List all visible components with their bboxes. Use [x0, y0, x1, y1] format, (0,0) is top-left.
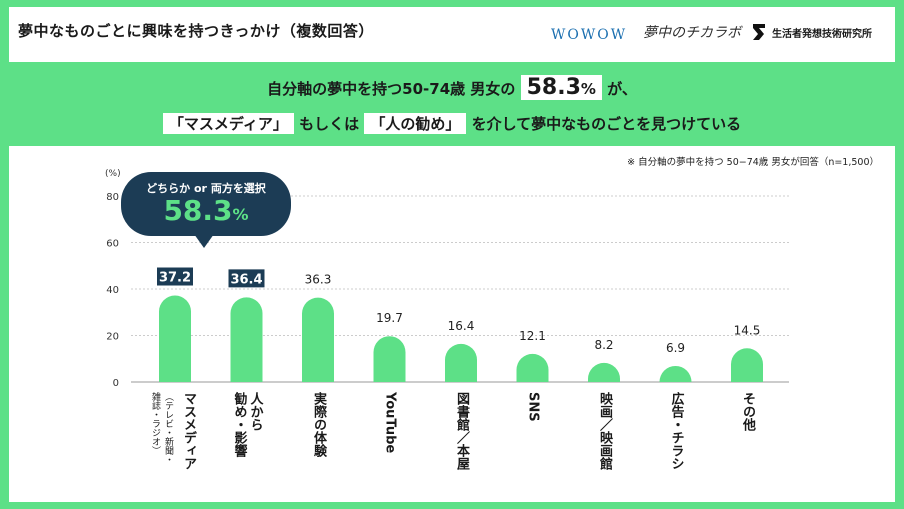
page-title: 夢中なものごとに興味を持つきっかけ（複数回答） — [18, 22, 374, 40]
x-tick-label: その他 — [740, 392, 755, 431]
x-tick-label: 実際の体験 — [311, 392, 326, 457]
headline-tag-recommendation: 「人の勧め」 — [364, 113, 467, 134]
callout-value-unit: % — [232, 205, 249, 224]
x-tick-label: 広告・チラシ — [668, 392, 684, 470]
headline-line-1: 自分軸の夢中を持つ50-74歳 男女の 58.3% が、 — [0, 75, 904, 100]
headline-value: 58.3 — [526, 75, 581, 100]
x-tick-label: YouTube — [382, 392, 398, 454]
bar — [159, 295, 191, 382]
value-label-highlight-bg — [228, 269, 265, 288]
bar — [373, 336, 406, 382]
hakuhodo-mark-icon — [753, 24, 765, 40]
value-label-highlight-bg — [157, 267, 193, 286]
y-tick-label: 80 — [106, 192, 119, 203]
value-label: 19.7 — [376, 311, 403, 325]
callout-bubble: どちらか or 両方を選択 58.3% — [121, 172, 291, 236]
bar — [516, 353, 549, 382]
wowow-logo: WOWOW — [551, 27, 628, 43]
headline-tag-mass-media: 「マスメディア」 — [162, 113, 294, 134]
muchuu-lab-logo: 夢中のチカラボ — [643, 22, 741, 42]
headline-line-2-mid: もしくは — [299, 115, 360, 133]
callout-tail — [194, 234, 214, 248]
value-label: 12.1 — [519, 329, 546, 343]
x-tick-label: マスメディア — [181, 392, 196, 470]
bar — [445, 343, 477, 382]
value-label: 36.4 — [230, 272, 262, 287]
chart-footnote: ※ 自分軸の夢中を持つ 50−74歳 男女が回答（n=1,500） — [627, 157, 879, 168]
headline-line-1-pre: 自分軸の夢中を持つ50-74歳 男女の — [267, 80, 516, 98]
y-tick-label: 40 — [106, 285, 119, 296]
x-tick-label: 図書館／本屋 — [454, 392, 469, 470]
x-tick-label: 勧め・影響 — [231, 392, 247, 457]
callout-label: どちらか or 両方を選択 — [146, 182, 266, 195]
value-label: 8.2 — [594, 338, 613, 352]
headline-highlight-value: 58.3% — [520, 75, 602, 100]
headline-unit: % — [580, 80, 596, 98]
y-tick-label: 20 — [106, 332, 119, 343]
value-label: 36.3 — [305, 273, 332, 287]
hakuhodo-logo: 生活者発想技術研究所 — [750, 22, 872, 42]
y-tick-label: 0 — [113, 378, 119, 389]
value-label: 16.4 — [448, 319, 475, 333]
value-label: 37.2 — [159, 271, 191, 286]
header-panel — [9, 7, 895, 62]
bar — [302, 297, 334, 382]
y-tick-label: 60 — [106, 239, 119, 250]
x-tick-label: 人から — [247, 392, 263, 431]
value-label: 14.5 — [734, 323, 761, 337]
headline-line-2-post: を介して夢中なものごとを見つけている — [471, 115, 742, 133]
value-label: 6.9 — [666, 341, 685, 355]
callout-value-number: 58.3 — [163, 194, 233, 227]
muchuu-lab-logo-text: 夢中のチカラボ — [643, 25, 741, 41]
x-tick-label: SNS — [525, 392, 541, 422]
chart-panel: ※ 自分軸の夢中を持つ 50−74歳 男女が回答（n=1,500） (%) 0 20… — [9, 146, 895, 502]
bar — [731, 348, 763, 382]
bar — [659, 365, 692, 382]
callout-value: 58.3% — [121, 194, 291, 227]
bar — [588, 362, 620, 382]
headline-line-2: 「マスメディア」 もしくは 「人の勧め」 を介して夢中なものごとを見つけている — [0, 113, 904, 134]
y-axis-unit: (%) — [105, 169, 121, 179]
x-tick-label: 映画／映画館 — [597, 392, 612, 470]
hakuhodo-logo-text: 生活者発想技術研究所 — [772, 28, 872, 40]
headline-line-1-post: が、 — [607, 80, 637, 98]
bar — [230, 297, 263, 382]
x-tick-sublabel: 雑誌・ラジオ） — [150, 392, 160, 455]
bar-chart: (%) 0 20 40 60 80 37.2 36.4 36.3 19.7 16.4 12.1 8.2 6… — [105, 169, 789, 389]
x-tick-sublabel: （テレビ・新聞・ — [163, 392, 173, 464]
